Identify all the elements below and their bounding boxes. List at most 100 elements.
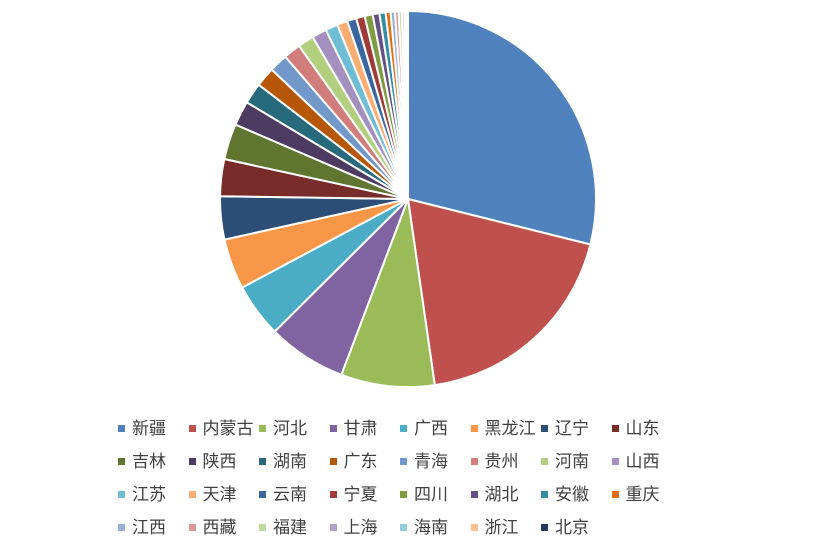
legend-item: 江苏 [118, 485, 189, 505]
legend-label: 内蒙古 [202, 418, 254, 439]
legend-item: 海南 [400, 518, 471, 538]
legend-swatch [188, 491, 196, 498]
legend-label: 江苏 [132, 484, 166, 505]
legend-item: 北京 [541, 518, 612, 538]
legend-label: 安徽 [555, 484, 589, 505]
legend-swatch [259, 491, 266, 498]
legend-label: 天津 [202, 484, 237, 505]
legend-label: 贵州 [484, 451, 519, 472]
legend-swatch [541, 458, 548, 465]
legend-label: 陕西 [202, 451, 237, 472]
legend-label: 西藏 [202, 517, 237, 538]
legend-item: 辽宁 [541, 419, 612, 439]
legend-swatch [329, 458, 337, 465]
legend-swatch [400, 491, 407, 498]
legend-label: 广西 [414, 418, 448, 439]
legend-item: 重庆 [611, 484, 683, 505]
legend-swatch [470, 425, 478, 432]
legend-item: 江西 [118, 518, 189, 538]
legend-label: 广东 [343, 451, 378, 472]
legend-label: 黑龙江 [484, 418, 536, 439]
legend-swatch [470, 524, 478, 531]
legend-swatch [259, 524, 266, 531]
legend-label: 四川 [414, 484, 448, 505]
legend-swatch [611, 425, 619, 432]
legend-label: 海南 [414, 517, 448, 538]
legend-label: 青海 [414, 451, 448, 472]
legend-item: 云南 [259, 485, 330, 505]
legend-swatch [118, 458, 125, 465]
legend-label: 吉林 [132, 451, 166, 472]
legend-label: 湖北 [484, 484, 519, 505]
pie-slice-31 [406, 9, 409, 200]
legend-item: 河北 [259, 419, 330, 439]
legend-swatch [400, 458, 407, 465]
legend-item: 天津 [188, 484, 260, 505]
legend-label: 湖南 [273, 451, 307, 472]
legend-label: 重庆 [625, 484, 660, 505]
legend-swatch [611, 458, 619, 465]
legend-item: 山东 [611, 418, 683, 439]
legend-item: 内蒙古 [188, 418, 260, 439]
legend-label: 江西 [132, 517, 166, 538]
legend-swatch [118, 425, 125, 432]
legend-item: 甘肃 [329, 418, 401, 439]
legend-item: 浙江 [470, 517, 542, 538]
legend-item: 陕西 [188, 451, 260, 472]
chart-legend: 新疆 内蒙古 河北 甘肃 广西 黑龙江 辽宁 山东吉林 陕西 湖南 广东 青海 贵州 河南 山西江苏 天津 云南… [118, 412, 758, 544]
legend-swatch [329, 524, 337, 531]
legend-item: 吉林 [118, 452, 189, 472]
pie-slice-3 [340, 198, 436, 388]
legend-label: 新疆 [132, 418, 166, 439]
legend-swatch [188, 458, 196, 465]
legend-swatch [259, 425, 266, 432]
legend-item: 上海 [329, 517, 401, 538]
legend-swatch [188, 524, 196, 531]
legend-item: 黑龙江 [470, 418, 542, 439]
pie-slice-2 [407, 198, 592, 387]
legend-swatch [400, 425, 407, 432]
legend-label: 浙江 [484, 517, 519, 538]
legend-item: 宁夏 [329, 484, 401, 505]
legend-swatch [470, 491, 478, 498]
legend-item: 福建 [259, 518, 330, 538]
legend-swatch [329, 491, 337, 498]
legend-item: 广西 [400, 419, 471, 439]
legend-swatch [470, 458, 478, 465]
legend-item: 四川 [400, 485, 471, 505]
legend-label: 河北 [273, 418, 307, 439]
legend-item: 西藏 [188, 517, 260, 538]
legend-label: 福建 [273, 517, 307, 538]
legend-item: 广东 [329, 451, 401, 472]
legend-label: 河南 [555, 451, 589, 472]
legend-swatch [259, 458, 266, 465]
legend-label: 上海 [343, 517, 378, 538]
legend-item: 湖北 [470, 484, 542, 505]
legend-swatch [329, 425, 337, 432]
legend-item: 山西 [611, 451, 683, 472]
legend-label: 山西 [625, 451, 660, 472]
legend-label: 辽宁 [555, 418, 589, 439]
legend-swatch [188, 425, 196, 432]
legend-item: 安徽 [541, 485, 612, 505]
legend-swatch [400, 524, 407, 531]
legend-swatch [541, 491, 548, 498]
pie-slice-1 [407, 10, 598, 246]
pie-plot-area [219, 9, 598, 388]
legend-swatch [611, 491, 619, 498]
legend-item: 河南 [541, 452, 612, 472]
legend-item: 湖南 [259, 452, 330, 472]
legend-swatch [541, 425, 548, 432]
legend-swatch [541, 524, 548, 531]
legend-label: 山东 [625, 418, 660, 439]
legend-swatch [118, 524, 125, 531]
legend-item: 新疆 [118, 419, 189, 439]
legend-label: 云南 [273, 484, 307, 505]
legend-swatch [118, 491, 125, 498]
legend-label: 北京 [555, 517, 589, 538]
legend-item: 青海 [400, 452, 471, 472]
legend-item: 贵州 [470, 451, 542, 472]
legend-label: 甘肃 [343, 418, 378, 439]
legend-label: 宁夏 [343, 484, 378, 505]
